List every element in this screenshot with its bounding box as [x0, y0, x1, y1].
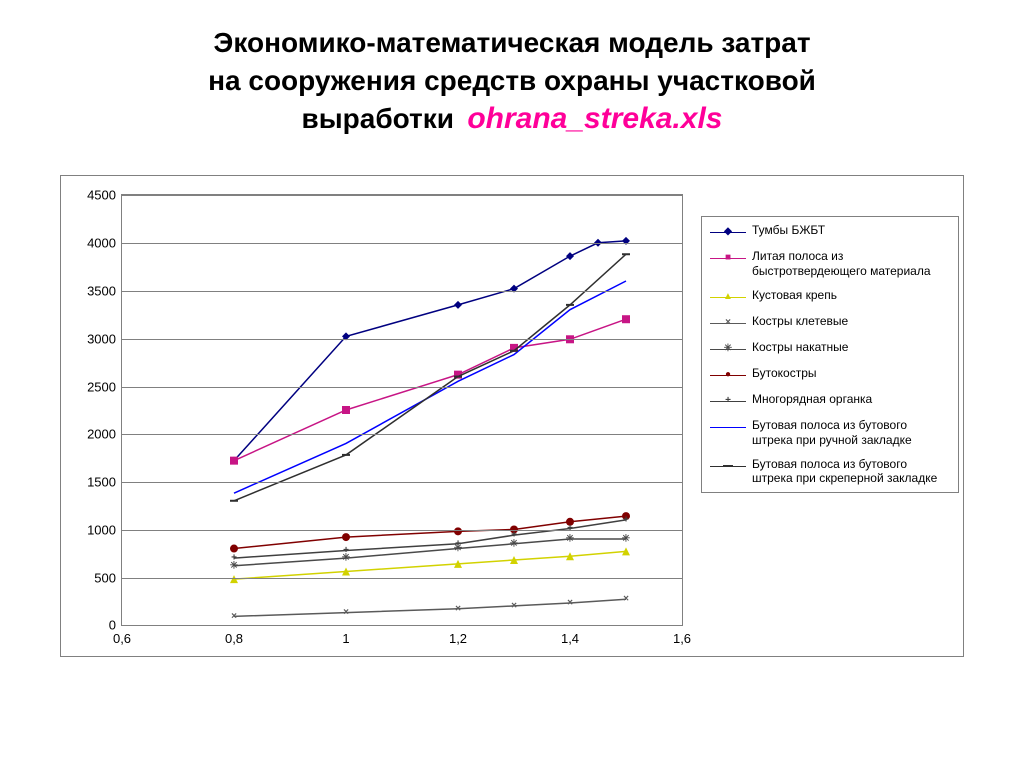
chart-legend-swatch: ✳	[710, 342, 746, 356]
slide-title: Экономико-математическая модель затрат н…	[0, 0, 1024, 147]
chart-legend-label: Костры накатные	[752, 340, 950, 354]
chart-legend-item: — Бутовая полоса из бутового штрека при с…	[710, 457, 950, 486]
chart-gridline	[122, 434, 682, 435]
chart-legend-item: ● Бутокостры	[710, 366, 950, 382]
chart-plot-area: ××××××✳✳✳✳✳✳++++++ 050010001500200025003…	[121, 194, 683, 626]
chart-gridline	[122, 530, 682, 531]
chart-gridline	[122, 195, 682, 196]
chart-legend-item: ■ Литая полоса из быстротвердеющего матер…	[710, 249, 950, 278]
chart-gridline	[122, 482, 682, 483]
title-line-2: на сооружения средств охраны участковой	[208, 65, 816, 96]
chart-xtick-label: 0,8	[225, 625, 243, 646]
chart-container: ××××××✳✳✳✳✳✳++++++ 050010001500200025003…	[60, 175, 964, 657]
chart-ytick-label: 1500	[87, 475, 122, 490]
chart-series-line	[234, 552, 626, 580]
svg-text:×: ×	[511, 601, 517, 612]
svg-text:✳: ✳	[566, 534, 575, 545]
chart-ytick-label: 4500	[87, 188, 122, 203]
chart-legend-label: Костры клетевые	[752, 314, 950, 328]
chart-legend-label: Бутокостры	[752, 366, 950, 380]
chart-legend-label: Литая полоса из быстротвердеющего матери…	[752, 249, 950, 278]
chart-legend-item: + Многорядная органка	[710, 392, 950, 408]
chart-legend-item: × Костры клетевые	[710, 314, 950, 330]
chart-legend-item: ✳ Костры накатные	[710, 340, 950, 356]
chart-legend-item: ▲ Кустовая крепь	[710, 288, 950, 304]
title-line-1: Экономико-математическая модель затрат	[213, 27, 810, 58]
svg-text:+: +	[623, 515, 629, 526]
chart-gridline	[122, 339, 682, 340]
svg-text:+: +	[511, 530, 517, 541]
chart-series-layer: ××××××✳✳✳✳✳✳++++++	[122, 195, 682, 625]
chart-legend-swatch: ●	[710, 368, 746, 382]
chart-xtick-label: 1,6	[673, 625, 691, 646]
chart-legend-label: Кустовая крепь	[752, 288, 950, 302]
chart-ytick-label: 3000	[87, 331, 122, 346]
svg-text:+: +	[455, 539, 461, 550]
chart-ytick-label: 3500	[87, 283, 122, 298]
svg-text:+: +	[231, 553, 237, 564]
chart-legend-item: Бутовая полоса из бутового штрека при ру…	[710, 418, 950, 447]
svg-text:+: +	[343, 545, 349, 556]
svg-text:×: ×	[231, 611, 237, 622]
chart-legend-label: Тумбы БЖБТ	[752, 223, 950, 237]
chart-legend-swatch	[710, 420, 746, 434]
chart-legend-item: ◆ Тумбы БЖБТ	[710, 223, 950, 239]
chart-gridline	[122, 578, 682, 579]
chart-legend-label: Бутовая полоса из бутового штрека при ск…	[752, 457, 950, 486]
chart-xtick-label: 1,2	[449, 625, 467, 646]
title-filename: ohrana_streka.xls	[467, 102, 722, 135]
chart-legend-swatch: —	[710, 459, 746, 473]
svg-text:×: ×	[623, 594, 629, 605]
chart-xtick-label: 1,4	[561, 625, 579, 646]
chart-gridline	[122, 291, 682, 292]
chart-ytick-label: 500	[94, 570, 122, 585]
chart-legend-label: Бутовая полоса из бутового штрека при ру…	[752, 418, 950, 447]
chart-legend-swatch: ▲	[710, 290, 746, 304]
title-line-3: выработки	[302, 103, 454, 134]
chart-gridline	[122, 387, 682, 388]
chart-legend: ◆ Тумбы БЖБТ ■ Литая полоса из быстротверде…	[701, 216, 959, 492]
chart-legend-swatch: +	[710, 394, 746, 408]
chart-legend-label: Многорядная органка	[752, 392, 950, 406]
chart-series-line	[234, 241, 626, 461]
svg-text:×: ×	[343, 607, 349, 618]
chart-xtick-label: 0,6	[113, 625, 131, 646]
chart-legend-swatch: ◆	[710, 225, 746, 239]
svg-text:×: ×	[567, 598, 573, 609]
svg-text:×: ×	[455, 604, 461, 615]
chart-ytick-label: 2500	[87, 379, 122, 394]
chart-legend-swatch: ×	[710, 316, 746, 330]
chart-gridline	[122, 625, 682, 626]
chart-legend-swatch: ■	[710, 251, 746, 265]
svg-text:✳: ✳	[622, 534, 631, 545]
chart-ytick-label: 4000	[87, 236, 122, 251]
chart-ytick-label: 1000	[87, 522, 122, 537]
chart-xtick-label: 1	[342, 625, 349, 646]
chart-ytick-label: 2000	[87, 427, 122, 442]
chart-gridline	[122, 243, 682, 244]
